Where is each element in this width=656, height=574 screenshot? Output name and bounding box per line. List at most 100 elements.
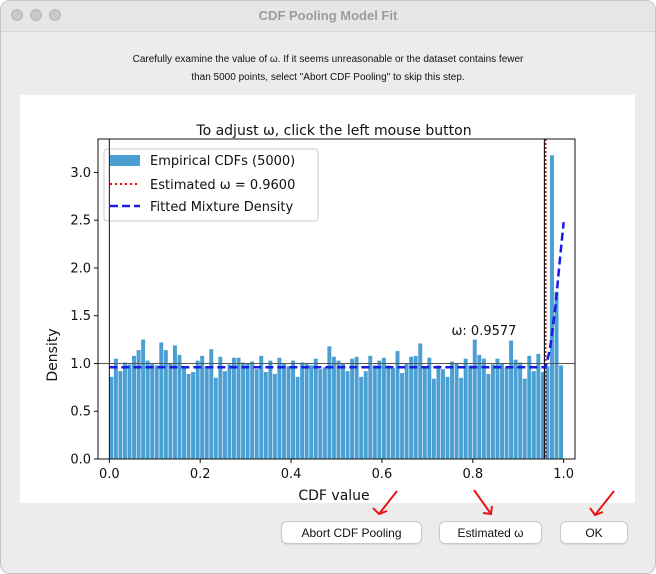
- histogram-bar: [486, 373, 491, 459]
- histogram-bar: [440, 369, 445, 459]
- zoom-window-icon[interactable]: [49, 9, 61, 21]
- histogram-bar: [227, 364, 232, 459]
- histogram-bar: [404, 363, 409, 459]
- legend-label-mixture: Fitted Mixture Density: [150, 200, 293, 215]
- legend-box: [103, 148, 319, 222]
- histogram-bar: [395, 351, 400, 459]
- histogram-bar: [413, 355, 418, 459]
- histogram-bar: [222, 371, 227, 459]
- histogram-bar: [318, 369, 323, 459]
- y-tick-label: 1.0: [70, 357, 91, 372]
- y-tick-label: 2.0: [70, 261, 91, 276]
- histogram-bar: [345, 371, 350, 459]
- histogram-bar: [291, 360, 296, 459]
- instruction-line-2: than 5000 points, select "Abort CDF Pool…: [191, 72, 465, 83]
- histogram-bar: [436, 365, 441, 459]
- histogram-bar: [350, 358, 355, 459]
- histogram-bar: [386, 365, 391, 459]
- histogram-bar: [122, 362, 127, 459]
- histogram-bar: [313, 358, 318, 459]
- legend-label-empirical: Empirical CDFs (5000): [150, 154, 295, 169]
- histogram-bar: [454, 363, 459, 459]
- minimize-window-icon[interactable]: [30, 9, 42, 21]
- plot-frame: [97, 138, 576, 460]
- histogram-bar: [409, 356, 414, 459]
- histogram-bar: [472, 339, 477, 459]
- histogram-bar: [513, 359, 518, 459]
- legend-label-estimated-omega: Estimated ω = 0.9600: [150, 178, 295, 193]
- x-tick-label: 0.8: [462, 467, 483, 482]
- y-axis-label: Density: [45, 328, 61, 381]
- histogram-bar: [232, 357, 236, 459]
- cdf-histogram-chart[interactable]: To adjust ω, click the left mouse button…: [20, 95, 635, 504]
- histogram-bar: [536, 353, 541, 459]
- histogram-bar: [295, 376, 300, 459]
- x-tick-label: 0.0: [99, 467, 120, 482]
- histogram-bar: [236, 357, 241, 459]
- histogram-bar: [400, 373, 405, 459]
- histogram-bar: [531, 371, 536, 459]
- histogram-bar: [141, 339, 146, 459]
- histogram-bar: [254, 369, 259, 459]
- histogram-bar: [495, 358, 500, 459]
- y-tick-label: 3.0: [70, 166, 91, 181]
- histogram-bar: [468, 365, 473, 459]
- histogram-bar: [204, 366, 209, 459]
- histogram-bar: [427, 357, 432, 459]
- histogram-bar: [359, 376, 364, 459]
- title-bar: CDF Pooling Model Fit: [1, 1, 655, 32]
- window-title: CDF Pooling Model Fit: [258, 8, 398, 23]
- histogram-bar: [504, 368, 509, 459]
- y-tick-label: 2.5: [70, 214, 91, 229]
- histogram-bar: [459, 377, 464, 459]
- histogram-bar: [109, 376, 114, 459]
- close-window-icon[interactable]: [11, 9, 23, 21]
- histogram-bar: [163, 350, 168, 459]
- fitted-mixture-density-line: [109, 221, 565, 369]
- histogram-bar: [268, 360, 273, 459]
- histogram-bar: [559, 365, 564, 459]
- histogram-bar: [177, 354, 182, 459]
- legend-swatch-empirical: [110, 155, 140, 166]
- histogram-bar: [550, 155, 554, 459]
- histogram-bar: [250, 361, 255, 459]
- histogram-bar: [272, 373, 277, 459]
- histogram-bar: [209, 349, 214, 459]
- histogram-bar: [281, 363, 286, 459]
- histogram-bar: [500, 363, 504, 459]
- histogram-bar: [368, 355, 373, 459]
- histogram-bar: [527, 355, 532, 459]
- histogram-bar: [132, 355, 137, 459]
- histogram-bar: [354, 356, 359, 459]
- histogram-bar: [518, 362, 523, 459]
- histogram-bar: [309, 365, 314, 459]
- histogram-bar: [322, 367, 327, 459]
- x-tick-label: 0.6: [372, 467, 393, 482]
- plot-canvas[interactable]: To adjust ω, click the left mouse button…: [20, 95, 635, 504]
- y-tick-label: 0.0: [70, 453, 91, 468]
- estimated-omega-button[interactable]: Estimated ω: [439, 521, 542, 544]
- histogram-bar: [431, 378, 436, 459]
- histogram-bar: [195, 360, 200, 459]
- y-tick-label: 0.5: [70, 405, 91, 420]
- histogram-bar: [172, 345, 177, 459]
- histogram-bar: [391, 368, 395, 459]
- histogram-bar: [422, 368, 427, 459]
- histogram-bar: [286, 366, 291, 459]
- ok-button[interactable]: OK: [560, 521, 628, 544]
- histogram-bar: [418, 343, 423, 459]
- histogram-bar: [136, 350, 141, 459]
- histogram-bar: [327, 346, 332, 459]
- histogram-bar: [381, 357, 386, 459]
- histogram-bar: [300, 362, 305, 459]
- histogram-bar: [154, 365, 159, 459]
- abort-cdf-pooling-button[interactable]: Abort CDF Pooling: [281, 521, 422, 544]
- histogram-bar: [191, 372, 196, 459]
- histogram-bar: [277, 357, 282, 459]
- histogram-bar: [463, 358, 468, 459]
- histogram-bar: [127, 364, 132, 459]
- x-tick-label: 0.4: [281, 467, 302, 482]
- histogram-bar: [522, 378, 527, 459]
- histogram-bar: [150, 363, 155, 459]
- histogram-bar: [304, 363, 309, 459]
